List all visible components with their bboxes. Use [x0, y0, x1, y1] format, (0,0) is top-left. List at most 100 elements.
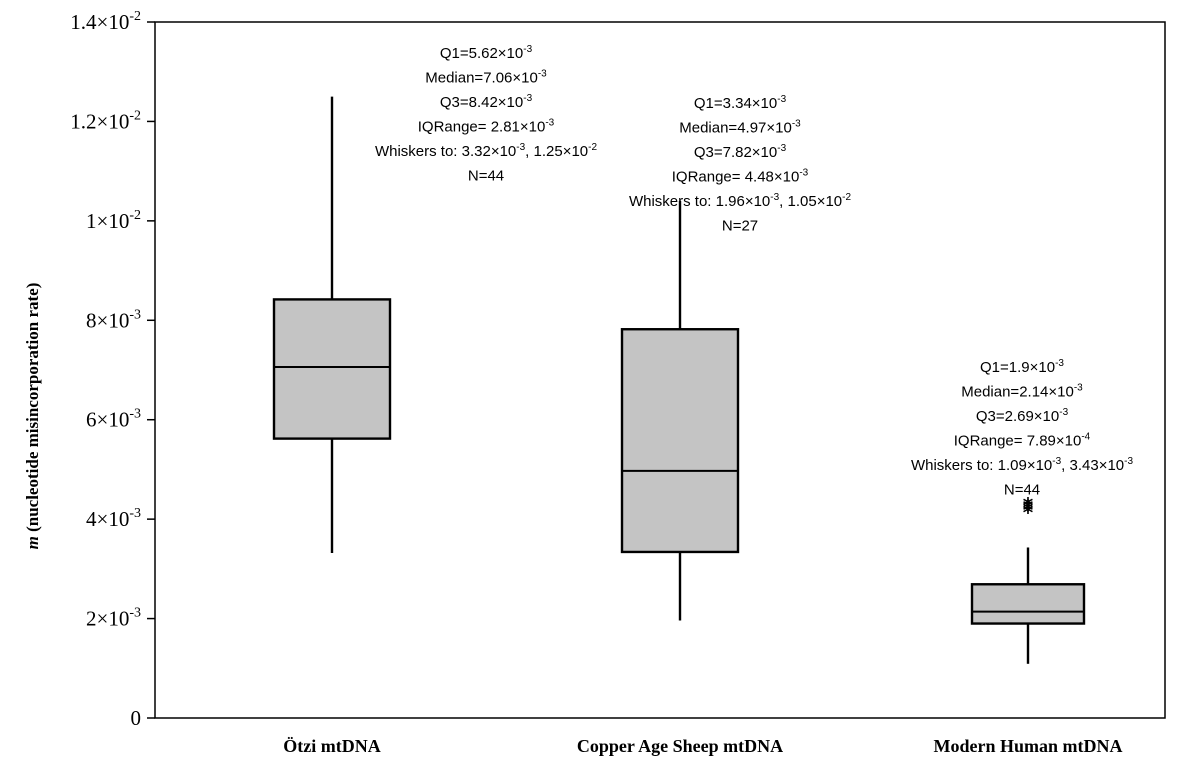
y-tick-label-6: 1.2×10-2: [70, 108, 141, 133]
outlier-1: *: [1023, 498, 1034, 522]
annotation-text: N=44: [468, 168, 504, 185]
annotation-line: Median=2.14×10-3: [961, 383, 1083, 401]
plot-frame: [154, 21, 1166, 719]
x-axis-categories: Ötzi mtDNA Copper Age Sheep mtDNA Modern H…: [283, 736, 1122, 756]
annotation-line: Q3=2.69×10-3: [976, 407, 1069, 425]
annotation-line: Q3=8.42×10-3: [440, 93, 533, 111]
outlier-0: *: [1023, 501, 1034, 525]
annotation-text: Median=2.14×10: [961, 384, 1074, 401]
annotation-line: Q1=3.34×10-3: [694, 94, 787, 112]
x-category-label-0: Ötzi mtDNA: [283, 736, 380, 756]
annotation-text: IQRange= 2.81×10: [418, 119, 546, 136]
annotation-exponent: -3: [523, 44, 532, 55]
y-tick-label-2: 4×10-3: [86, 506, 141, 531]
y-tick-label-1: 2×10-3: [86, 606, 141, 631]
annotation-exponent: -3: [1055, 358, 1064, 369]
annotation-text: Median=4.97×10: [679, 120, 792, 137]
annotation-2: Q1=1.9×10-3Median=2.14×10-3Q3=2.69×10-3I…: [911, 358, 1134, 499]
y-tick-exponent: -3: [129, 307, 141, 322]
box-0: [272, 96, 392, 553]
y-tick-label-3: 6×10-3: [86, 407, 141, 432]
y-tick-mantissa: 0: [131, 706, 142, 730]
y-tick-label-0: 0: [131, 706, 142, 730]
annotation-text: IQRange= 7.89×10: [954, 433, 1082, 450]
annotation-exponent: -3: [1124, 456, 1133, 467]
y-tick-exponent: -3: [129, 606, 141, 621]
annotation-exponent: -3: [1059, 407, 1068, 418]
annotation-line: N=27: [722, 218, 758, 235]
annotation-exponent: -3: [770, 192, 779, 203]
y-tick-label-4: 8×10-3: [86, 307, 141, 332]
annotation-exponent: -4: [1081, 432, 1090, 443]
annotation-exponent: -3: [792, 119, 801, 130]
x-category-label-1: Copper Age Sheep mtDNA: [577, 736, 783, 756]
annotation-line: N=44: [1004, 482, 1040, 499]
annotation-exponent: -3: [1074, 383, 1083, 394]
annotation-text: N=44: [1004, 482, 1040, 499]
boxes: ****: [272, 96, 1086, 664]
y-tick-label-5: 1×10-2: [86, 208, 141, 233]
y-tick-exponent: -2: [129, 108, 141, 123]
annotation-exponent: -3: [538, 69, 547, 80]
annotation-line: IQRange= 2.81×10-3: [418, 118, 555, 136]
annotation-exponent: -3: [516, 142, 525, 153]
y-axis-title-text: (nucleotide misincorporation rate): [23, 283, 42, 537]
annotation-1: Q1=3.34×10-3Median=4.97×10-3Q3=7.82×10-3…: [629, 94, 852, 235]
annotation-text: Whiskers to: 1.09×10: [911, 457, 1052, 474]
annotation-text: Whiskers to: 1.96×10: [629, 193, 770, 210]
y-tick-mantissa: 1×10: [86, 209, 129, 233]
annotation-line: Median=4.97×10-3: [679, 119, 801, 137]
y-tick-mantissa: 8×10: [86, 308, 129, 332]
y-tick-mantissa: 6×10: [86, 408, 129, 432]
annotation-text: Q1=3.34×10: [694, 95, 777, 112]
annotation-text: N=27: [722, 218, 758, 235]
annotation-line: Whiskers to: 1.96×10-3, 1.05×10-2: [629, 192, 852, 210]
y-tick-exponent: -2: [129, 9, 141, 24]
y-tick-mantissa: 1.4×10: [70, 10, 129, 34]
annotation-exponent: -3: [799, 168, 808, 179]
annotation-text: Q3=2.69×10: [976, 408, 1059, 425]
annotation-exponent: -2: [588, 142, 597, 153]
y-tick-mantissa: 1.2×10: [70, 109, 129, 133]
y-tick-exponent: -2: [129, 208, 141, 223]
annotation-line: Q1=5.62×10-3: [440, 44, 533, 62]
annotation-line: Whiskers to: 3.32×10-3, 1.25×10-2: [375, 142, 598, 160]
annotation-text: Whiskers to: 3.32×10: [375, 143, 516, 160]
iqr-box: [970, 583, 1086, 625]
annotation-text: Q3=8.42×10: [440, 94, 523, 111]
axes: [154, 21, 1166, 719]
y-axis-title: m (nucleotide misincorporation rate): [23, 283, 42, 550]
annotation-line: Median=7.06×10-3: [425, 69, 547, 87]
annotation-text: Q1=5.62×10: [440, 45, 523, 62]
annotation-text: IQRange= 4.48×10: [672, 169, 800, 186]
annotation-text: , 3.43×10: [1061, 457, 1124, 474]
annotation-exponent: -3: [545, 118, 554, 129]
annotation-line: IQRange= 4.48×10-3: [672, 168, 809, 186]
y-tick-mantissa: 2×10: [86, 607, 129, 631]
annotation-exponent: -3: [777, 94, 786, 105]
annotation-line: IQRange= 7.89×10-4: [954, 432, 1091, 450]
box-2: ****: [970, 493, 1086, 664]
iqr-box: [272, 298, 392, 440]
annotation-exponent: -3: [777, 143, 786, 154]
annotation-text: , 1.25×10: [525, 143, 588, 160]
y-tick-exponent: -3: [129, 506, 141, 521]
y-tick-label-7: 1.4×10-2: [70, 9, 141, 34]
annotation-exponent: -3: [523, 93, 532, 104]
outlier-2: *: [1023, 496, 1034, 520]
annotation-text: Median=7.06×10: [425, 70, 538, 87]
annotations: Q1=5.62×10-3Median=7.06×10-3Q3=8.42×10-3…: [375, 44, 1134, 499]
annotation-exponent: -3: [1052, 456, 1061, 467]
y-axis-ticks: 02×10-34×10-36×10-38×10-31×10-21.2×10-21…: [70, 9, 155, 730]
box-1: [620, 200, 740, 621]
y-tick-exponent: -3: [129, 407, 141, 422]
y-axis-title-symbol: m: [23, 536, 42, 549]
annotation-exponent: -2: [842, 192, 851, 203]
iqr-box: [620, 328, 740, 554]
outlier-3: *: [1023, 493, 1034, 517]
annotation-line: Whiskers to: 1.09×10-3, 3.43×10-3: [911, 456, 1134, 474]
annotation-line: Q1=1.9×10-3: [980, 358, 1064, 376]
annotation-text: Q3=7.82×10: [694, 144, 777, 161]
y-tick-mantissa: 4×10: [86, 507, 129, 531]
annotation-line: Q3=7.82×10-3: [694, 143, 787, 161]
